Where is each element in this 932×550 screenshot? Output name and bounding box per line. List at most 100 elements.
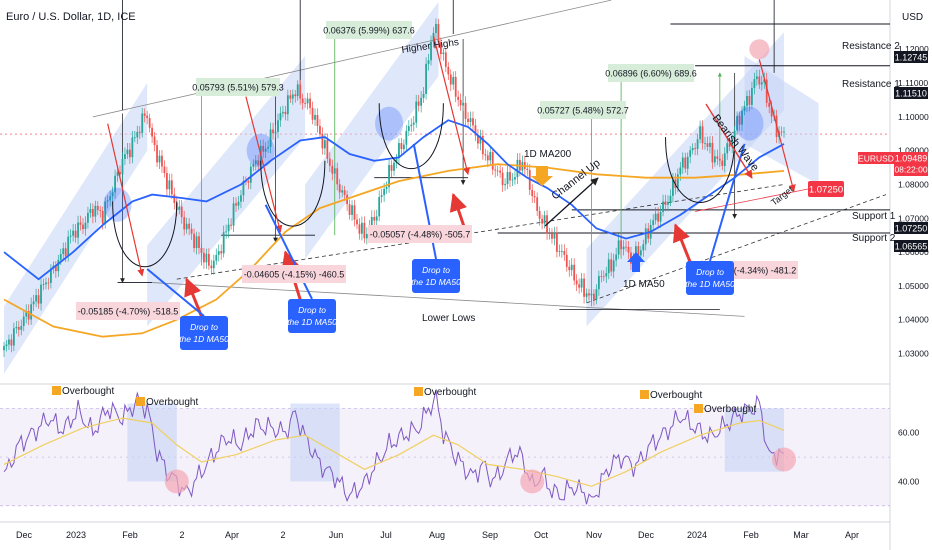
candle-body <box>580 278 583 288</box>
time-tick-label: Apr <box>225 530 239 540</box>
candle-body <box>511 179 514 181</box>
candle-body <box>642 244 645 251</box>
candle-body <box>148 118 151 128</box>
candle-body <box>338 184 341 193</box>
candle-body <box>25 311 28 317</box>
candle-body <box>760 82 763 85</box>
candle-body <box>398 143 400 159</box>
drop-arrow-1 <box>107 123 145 277</box>
drop-label-3: -0.05057 (-4.48%) -505.7 <box>368 225 472 243</box>
price-tag-last: 1.09489 08:22:00 <box>894 152 928 176</box>
candle-body <box>681 157 684 168</box>
candle-body <box>526 168 529 171</box>
channel-up-arrow <box>544 177 599 227</box>
rounding-bottom-2 <box>260 160 326 227</box>
candle-body <box>49 268 52 283</box>
candle-body <box>161 155 163 167</box>
ma50-up-arrow <box>627 252 645 272</box>
candle-body <box>262 145 265 152</box>
candle-body <box>605 273 608 277</box>
candle-body <box>593 293 595 300</box>
candle-body <box>504 184 506 186</box>
svg-text:Drop to: Drop to <box>298 305 326 315</box>
candle-body <box>99 210 102 211</box>
candle-body <box>264 148 267 152</box>
candle-body <box>269 129 272 147</box>
time-tick-label: Dec <box>638 530 655 540</box>
moving-averages <box>3 119 785 338</box>
top-highlight-circle <box>749 39 770 60</box>
candle-body <box>743 105 746 111</box>
candle-body <box>326 140 329 159</box>
candle-body <box>91 209 94 217</box>
candle-body <box>306 98 309 104</box>
candle-body <box>343 190 346 195</box>
candle-body <box>388 165 390 188</box>
candle-body <box>481 135 484 155</box>
candle-body <box>694 147 697 149</box>
rise-label-2: 0.06376 (5.99%) 637.6 <box>323 21 415 39</box>
candle-body <box>111 192 114 197</box>
candle-body <box>252 164 255 167</box>
candle-body <box>751 88 753 105</box>
candle-body <box>407 126 410 131</box>
candle-body <box>484 154 487 156</box>
time-tick-label: Mar <box>793 530 809 540</box>
overbought-label-3: Overbought <box>414 387 476 398</box>
candle-body <box>74 230 77 238</box>
currency-label: USD <box>902 12 923 23</box>
candle-body <box>5 344 8 347</box>
price-tick-label: 1.07000 <box>898 213 929 223</box>
candle-body <box>662 201 664 212</box>
candle-body <box>709 142 711 147</box>
candle-body <box>104 201 107 224</box>
candle-body <box>101 210 104 224</box>
candle-body <box>126 149 129 155</box>
candle-body <box>84 222 87 230</box>
candle-body <box>738 115 741 125</box>
candle-body <box>59 254 62 260</box>
candle-body <box>474 125 477 136</box>
candle-body <box>89 209 92 213</box>
candle-body <box>203 252 205 263</box>
candle-body <box>560 250 563 252</box>
candle-body <box>449 74 452 85</box>
candle-body <box>558 250 561 252</box>
resistance-1-label: Resistance 1 <box>842 79 900 90</box>
candle-body <box>578 284 581 288</box>
price-tag-res2: 1.12745 <box>894 51 928 63</box>
candle-body <box>657 213 660 222</box>
candle-body <box>40 284 42 304</box>
candle-body <box>496 170 499 172</box>
svg-text:-0.05185 (-4.70%) -518.5: -0.05185 (-4.70%) -518.5 <box>78 307 179 317</box>
candle-body <box>331 165 334 174</box>
candle-body <box>210 265 213 269</box>
candle-body <box>286 95 289 115</box>
candle-body <box>311 107 314 120</box>
candle-body <box>378 196 381 217</box>
candle-body <box>439 42 442 55</box>
candle-body <box>64 248 67 257</box>
candle-body <box>447 66 450 75</box>
flag-icon <box>640 390 649 399</box>
candle-body <box>195 236 198 249</box>
lower-lows-line <box>152 282 745 317</box>
candle-body <box>435 23 437 33</box>
svg-text:1.07250: 1.07250 <box>809 185 843 196</box>
svg-text:EURUSD: EURUSD <box>858 154 894 164</box>
drop-label-2: -0.04605 (-4.15%) -460.5 <box>242 265 346 283</box>
callout-drop-1: Drop to the 1D MA50 <box>179 316 229 350</box>
candle-body <box>575 280 578 285</box>
candle-body <box>783 131 785 133</box>
ma50-line <box>3 119 785 281</box>
overbought-label-5: Overbought <box>694 404 756 415</box>
rise-label-1: 0.05793 (5.51%) 579.3 <box>192 78 284 96</box>
overbought-label-4: Overbought <box>640 390 702 401</box>
time-tick-label: Dec <box>16 530 33 540</box>
support-2-label: Support 2 <box>852 233 896 244</box>
time-tick-label: Sep <box>482 530 498 540</box>
ma50-touch-circle-2 <box>246 133 275 168</box>
candle-body <box>121 158 124 175</box>
rsi-box-1 <box>127 403 177 482</box>
candle-body <box>721 160 724 167</box>
